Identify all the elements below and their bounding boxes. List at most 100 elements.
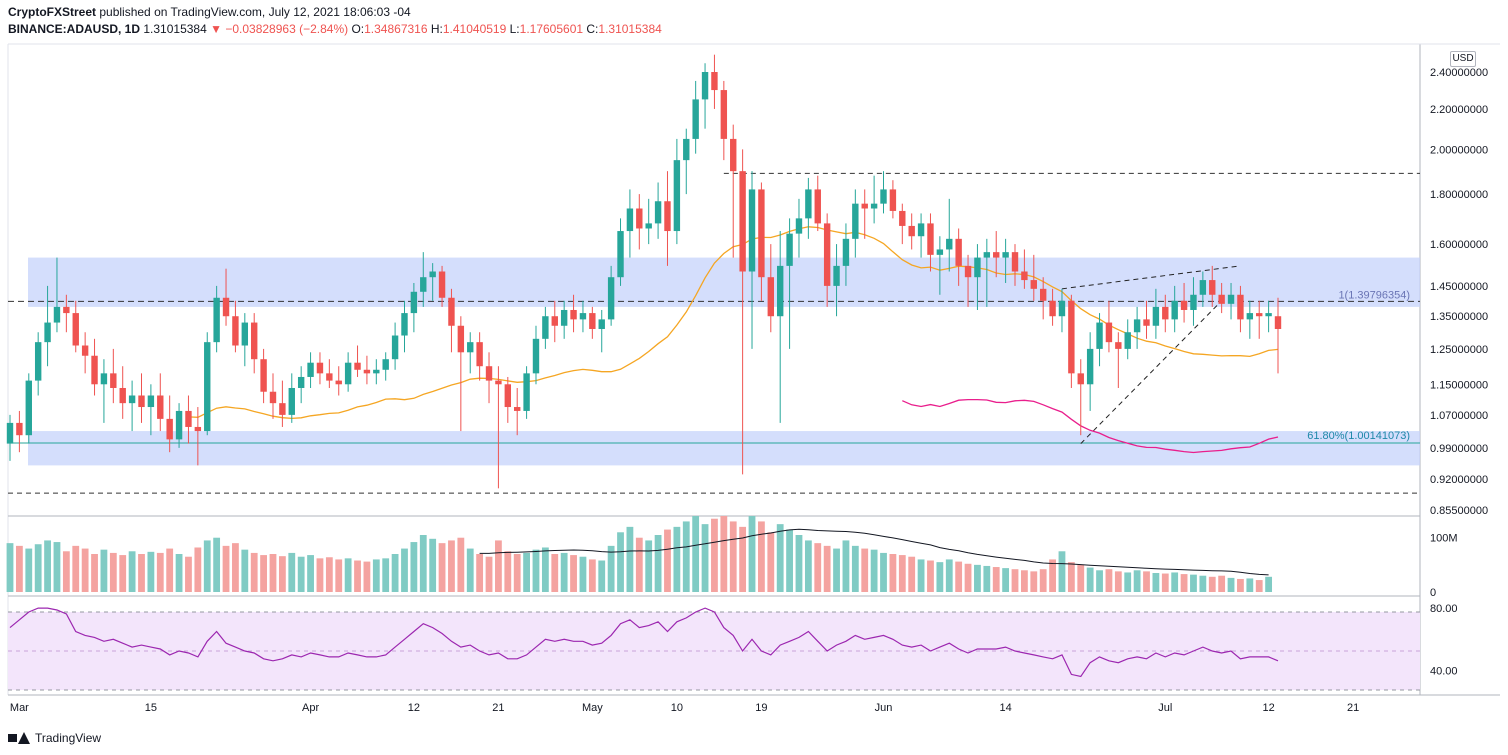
volume-bar	[617, 532, 624, 592]
candle-body	[382, 359, 389, 370]
currency-badge[interactable]: USD	[1450, 51, 1476, 67]
volume-bar	[1011, 569, 1019, 592]
volume-bar	[222, 545, 230, 592]
volume-bar	[241, 549, 249, 592]
candle-body	[776, 265, 784, 317]
volume-bar	[776, 524, 784, 592]
volume-bar	[823, 545, 831, 592]
tradingview-logo-icon	[8, 732, 30, 744]
volume-bar	[664, 529, 671, 592]
candle-body	[946, 238, 953, 250]
volume-bar	[1049, 559, 1056, 592]
rsi-tick-label: 40.00	[1430, 666, 1458, 678]
volume-bar	[692, 516, 700, 592]
volume-bar	[175, 554, 183, 592]
symbol-label[interactable]: BINANCE:ADAUSD, 1D	[8, 22, 141, 36]
candle-body	[335, 380, 342, 385]
candle-body	[119, 387, 126, 404]
volume-bar	[1208, 576, 1216, 592]
volume-bar	[1133, 570, 1141, 592]
candle-body	[288, 387, 295, 415]
candle-body	[711, 72, 718, 91]
volume-bar	[682, 521, 690, 592]
candle-body	[1274, 316, 1282, 329]
wedge-upper-trendline	[1061, 265, 1241, 290]
volume-bar	[880, 552, 887, 592]
candle-body	[53, 306, 61, 323]
volume-bar	[44, 540, 51, 592]
volume-bar	[851, 545, 859, 592]
candle-body	[861, 203, 868, 209]
price-tick-label: 2.20000000	[1430, 104, 1488, 116]
volume-bar	[635, 537, 643, 592]
candle-body	[373, 369, 380, 374]
candle-body	[166, 418, 173, 440]
footer-brand-label: TradingView	[35, 731, 102, 745]
candle-body	[964, 265, 972, 278]
volume-bar	[983, 565, 991, 592]
volume-bars	[6, 516, 1273, 592]
price-change: −0.03828963 (−2.84%)	[225, 22, 349, 36]
volume-bar	[786, 529, 793, 592]
published-text: published on TradingView.com, July 12, 2…	[99, 5, 411, 19]
footer-brand: TradingView	[8, 731, 101, 745]
candle-body	[485, 366, 493, 381]
volume-bar	[1218, 575, 1226, 592]
publisher-name[interactable]: CryptoFXStreet	[8, 5, 97, 19]
volume-bar	[156, 552, 164, 592]
candle-body	[701, 72, 709, 100]
candle-body	[899, 210, 906, 226]
candle-body	[34, 342, 42, 381]
volume-moving-average	[479, 528, 1269, 576]
candle-body	[241, 322, 249, 346]
volume-bar	[1227, 577, 1235, 592]
time-tick-label: 19	[755, 702, 767, 714]
volume-bar	[504, 551, 512, 592]
close-value: 1.31015384	[598, 22, 662, 36]
volume-bar	[466, 548, 474, 592]
candle-body	[391, 335, 399, 360]
volume-bar	[842, 540, 850, 592]
open-label: O:	[351, 22, 365, 36]
candle-body	[1021, 271, 1028, 281]
volume-bar	[109, 552, 117, 592]
candle-body	[1077, 373, 1084, 385]
candle-body	[457, 325, 465, 353]
volume-bar	[739, 526, 747, 592]
volume-bar	[1246, 578, 1254, 592]
time-tick-label: 10	[671, 702, 683, 714]
volume-bar	[438, 543, 446, 592]
candle-body	[795, 218, 803, 234]
volume-bar	[232, 543, 239, 592]
candle-body	[100, 373, 108, 385]
candle-body	[870, 203, 878, 209]
time-tick-label: Jun	[875, 702, 893, 714]
candle-body	[354, 362, 361, 370]
candle-body	[852, 203, 859, 239]
candle-body	[889, 189, 897, 211]
volume-bar	[100, 549, 108, 592]
candle-body	[936, 249, 944, 255]
volume-bar	[81, 548, 89, 592]
volume-bar	[495, 540, 502, 592]
candle-body	[908, 225, 915, 237]
price-tick-label: 1.15000000	[1430, 379, 1488, 391]
rsi-tick-label: 80.00	[1430, 603, 1458, 615]
volume-bar	[278, 556, 286, 592]
candle-body	[617, 231, 624, 278]
volume-bar	[250, 552, 258, 592]
wedge-lower-trendline	[1080, 300, 1223, 444]
candle-body	[157, 395, 164, 419]
candle-body	[44, 322, 51, 343]
price-tick-label: 2.00000000	[1430, 144, 1488, 156]
volume-bar	[964, 563, 972, 592]
candle-body	[1030, 280, 1037, 289]
candle-body	[1096, 322, 1103, 349]
fib-100-label: 1(1.39796354)	[1338, 289, 1410, 301]
volume-bar	[908, 556, 916, 592]
candle-body	[598, 319, 605, 329]
candle-body	[1190, 294, 1197, 310]
volume-bar	[711, 518, 718, 592]
candle-body	[664, 201, 671, 232]
